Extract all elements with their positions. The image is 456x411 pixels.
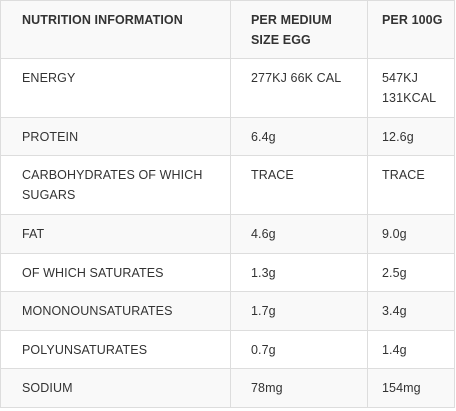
- header-nutrition-information: NUTRITION INFORMATION: [0, 0, 231, 59]
- nutrient-name: PROTEIN: [0, 116, 231, 157]
- nutrient-name: CARBOHYDRATES OF WHICH SUGARS: [0, 155, 231, 216]
- table-row-sodium: SODIUM 78mg 154mg: [0, 368, 455, 408]
- per-egg-value: 0.7g: [230, 329, 368, 370]
- per-100g-value: 154mg: [367, 368, 455, 408]
- table-row-polyunsaturates: POLYUNSATURATES 0.7g 1.4g: [0, 329, 455, 370]
- header-per-medium-size-egg: PER MEDIUM SIZE EGG: [230, 0, 368, 59]
- per-100g-value: 9.0g: [367, 214, 455, 254]
- per-egg-value: 78mg: [230, 368, 368, 408]
- table-row-protein: PROTEIN 6.4g 12.6g: [0, 116, 455, 157]
- nutrient-name: OF WHICH SATURATES: [0, 252, 231, 293]
- per-100g-value: TRACE: [367, 155, 455, 216]
- per-egg-value: 4.6g: [230, 214, 368, 254]
- per-100g-value: 12.6g: [367, 116, 455, 157]
- per-100g-value: 1.4g: [367, 329, 455, 370]
- per-egg-value: 277KJ 66K CAL: [230, 58, 368, 118]
- nutrient-name: POLYUNSATURATES: [0, 329, 231, 370]
- table-row-carbohydrates: CARBOHYDRATES OF WHICH SUGARS TRACE TRAC…: [0, 155, 455, 216]
- per-100g-value: 2.5g: [367, 252, 455, 293]
- per-100g-value: 547KJ 131KCAL: [367, 58, 455, 118]
- table-row-monounsaturates: MONONOUNSATURATES 1.7g 3.4g: [0, 291, 455, 331]
- table-header-row: NUTRITION INFORMATION PER MEDIUM SIZE EG…: [0, 0, 455, 59]
- per-egg-value: 6.4g: [230, 116, 368, 157]
- nutrient-name: ENERGY: [0, 58, 231, 118]
- per-egg-value: TRACE: [230, 155, 368, 216]
- nutrient-name: MONONOUNSATURATES: [0, 291, 231, 331]
- nutrient-name: FAT: [0, 214, 231, 254]
- table-row-saturates: OF WHICH SATURATES 1.3g 2.5g: [0, 252, 455, 293]
- nutrient-name: SODIUM: [0, 368, 231, 408]
- per-100g-value: 3.4g: [367, 291, 455, 331]
- table-row-energy: ENERGY 277KJ 66K CAL 547KJ 131KCAL: [0, 58, 455, 118]
- table-row-fat: FAT 4.6g 9.0g: [0, 214, 455, 254]
- per-egg-value: 1.7g: [230, 291, 368, 331]
- per-egg-value: 1.3g: [230, 252, 368, 293]
- header-per-100g: PER 100G: [367, 0, 455, 59]
